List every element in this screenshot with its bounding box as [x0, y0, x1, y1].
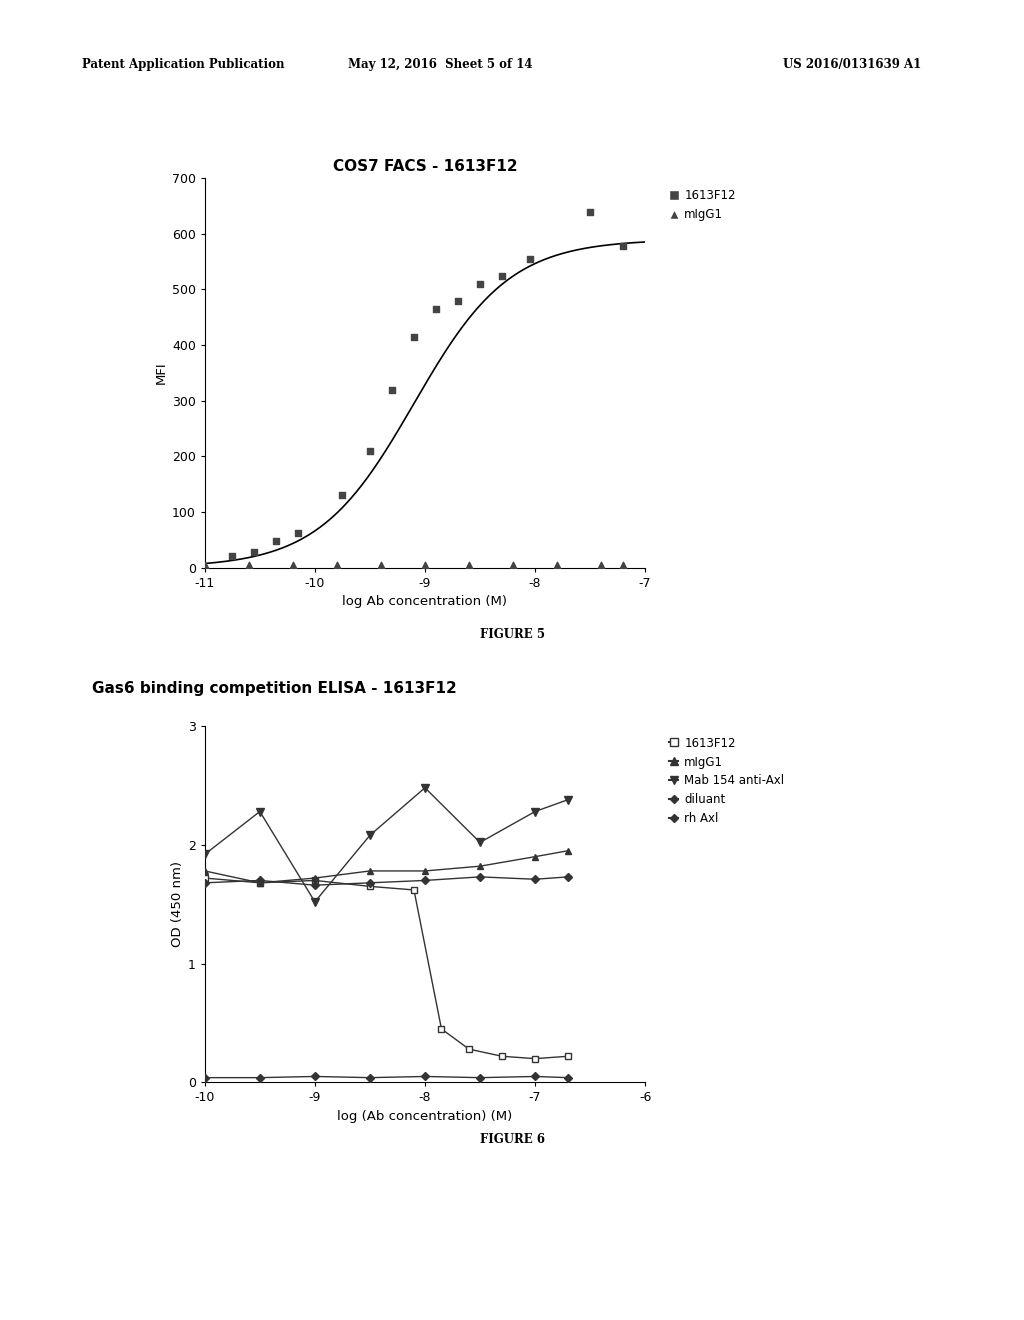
- Line: 1613F12: 1613F12: [202, 875, 571, 1063]
- Text: May 12, 2016  Sheet 5 of 14: May 12, 2016 Sheet 5 of 14: [348, 58, 532, 71]
- Text: FIGURE 5: FIGURE 5: [479, 628, 545, 642]
- mIgG1: [474, 858, 486, 874]
- mIgG1: [528, 849, 541, 865]
- Point: [290, 523, 306, 544]
- Mab 154 anti-Axl: [199, 846, 211, 862]
- Point: [614, 554, 631, 576]
- Title: COS7 FACS - 1613F12: COS7 FACS - 1613F12: [333, 160, 517, 174]
- rh Axl: [528, 1069, 541, 1085]
- Point: [549, 554, 565, 576]
- mIgG1: [308, 870, 321, 886]
- mIgG1: [199, 863, 211, 879]
- mIgG1: [254, 875, 266, 891]
- Point: [582, 201, 598, 222]
- Point: [373, 554, 389, 576]
- rh Axl: [199, 1069, 211, 1085]
- 1613F12: [496, 1048, 508, 1064]
- mIgG1: [364, 863, 376, 879]
- Point: [461, 554, 477, 576]
- Point: [521, 248, 538, 269]
- rh Axl: [364, 1069, 376, 1085]
- 1613F12: [435, 1022, 447, 1038]
- rh Axl: [308, 1069, 321, 1085]
- diluant: [254, 873, 266, 888]
- Point: [224, 546, 241, 568]
- Mab 154 anti-Axl: [364, 828, 376, 843]
- rh Axl: [562, 1069, 574, 1085]
- 1613F12: [308, 873, 321, 888]
- Text: Patent Application Publication: Patent Application Publication: [82, 58, 285, 71]
- Text: FIGURE 6: FIGURE 6: [479, 1133, 545, 1146]
- Point: [329, 554, 345, 576]
- rh Axl: [419, 1069, 431, 1085]
- 1613F12: [528, 1051, 541, 1067]
- Y-axis label: OD (450 nm): OD (450 nm): [171, 861, 183, 948]
- Point: [246, 541, 262, 562]
- mIgG1: [419, 863, 431, 879]
- Point: [241, 554, 257, 576]
- Point: [472, 273, 488, 294]
- Y-axis label: MFI: MFI: [155, 362, 168, 384]
- Text: Gas6 binding competition ELISA - 1613F12: Gas6 binding competition ELISA - 1613F12: [92, 681, 457, 696]
- 1613F12: [408, 882, 420, 898]
- X-axis label: log (Ab concentration) (M): log (Ab concentration) (M): [337, 1110, 513, 1123]
- Point: [614, 235, 631, 256]
- 1613F12: [562, 1048, 574, 1064]
- Mab 154 anti-Axl: [474, 834, 486, 850]
- Point: [428, 298, 444, 319]
- rh Axl: [254, 1069, 266, 1085]
- Mab 154 anti-Axl: [308, 894, 321, 909]
- diluant: [474, 869, 486, 884]
- Point: [417, 554, 433, 576]
- rh Axl: [474, 1069, 486, 1085]
- mIgG1: [562, 843, 574, 859]
- Mab 154 anti-Axl: [419, 780, 431, 796]
- Line: Mab 154 anti-Axl: Mab 154 anti-Axl: [201, 784, 572, 906]
- Mab 154 anti-Axl: [254, 804, 266, 820]
- Text: US 2016/0131639 A1: US 2016/0131639 A1: [783, 58, 922, 71]
- 1613F12: [199, 870, 211, 886]
- Point: [197, 554, 213, 576]
- 1613F12: [254, 875, 266, 891]
- diluant: [419, 873, 431, 888]
- Mab 154 anti-Axl: [528, 804, 541, 820]
- diluant: [199, 875, 211, 891]
- Legend: 1613F12, mIgG1: 1613F12, mIgG1: [665, 183, 740, 226]
- X-axis label: log Ab concentration (M): log Ab concentration (M): [342, 595, 508, 609]
- Line: rh Axl: rh Axl: [202, 1073, 570, 1081]
- 1613F12: [463, 1041, 475, 1057]
- 1613F12: [364, 879, 376, 895]
- Mab 154 anti-Axl: [562, 792, 574, 808]
- diluant: [364, 875, 376, 891]
- Point: [450, 290, 466, 312]
- Point: [505, 554, 521, 576]
- Point: [384, 379, 400, 400]
- Point: [268, 531, 285, 552]
- Line: mIgG1: mIgG1: [202, 847, 571, 886]
- Point: [285, 554, 301, 576]
- diluant: [308, 878, 321, 894]
- Point: [361, 441, 378, 462]
- Point: [494, 265, 510, 286]
- Legend: 1613F12, mIgG1, Mab 154 anti-Axl, diluant, rh Axl: 1613F12, mIgG1, Mab 154 anti-Axl, diluan…: [665, 731, 790, 830]
- Point: [334, 484, 350, 506]
- diluant: [528, 871, 541, 887]
- Point: [406, 326, 422, 347]
- diluant: [562, 869, 574, 884]
- Point: [593, 554, 609, 576]
- Line: diluant: diluant: [202, 874, 570, 888]
